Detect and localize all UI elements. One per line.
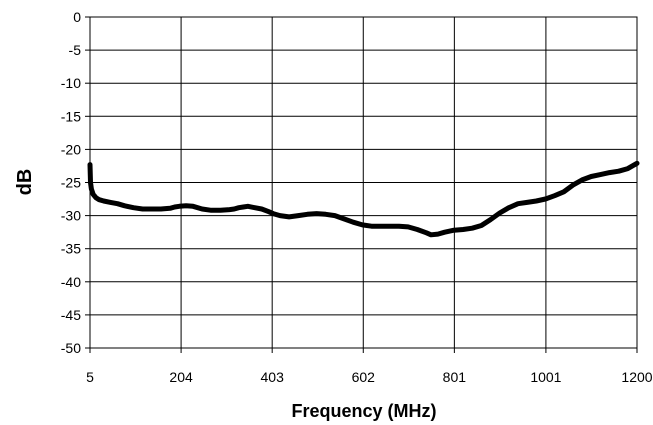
x-tick-label: 403	[261, 369, 285, 385]
y-tick-label: -25	[61, 175, 81, 191]
series-layer	[87, 160, 640, 238]
x-axis-title: Frequency (MHz)	[291, 401, 436, 421]
x-tick-label: 801	[443, 369, 467, 385]
y-tick-label: -35	[61, 241, 81, 257]
x-tick-label: 204	[169, 369, 193, 385]
y-tick-label: -50	[61, 340, 81, 356]
x-tick-labels: 5 204 403 602 801 1001 1200	[86, 369, 653, 385]
y-tick-label: -15	[61, 108, 81, 124]
x-tick-label: 5	[86, 369, 94, 385]
grid-lines	[85, 16, 638, 353]
y-tick-label: 0	[73, 9, 81, 25]
y-tick-label: -5	[69, 42, 82, 58]
x-tick-label: 1001	[530, 369, 561, 385]
y-axis-title: dB	[14, 169, 36, 196]
x-tick-label: 602	[352, 369, 376, 385]
y-tick-label: -45	[61, 307, 81, 323]
y-tick-label: -10	[61, 75, 81, 91]
series-line	[87, 160, 640, 238]
y-tick-label: -30	[61, 208, 81, 224]
y-tick-label: -20	[61, 141, 81, 157]
y-tick-labels: 0 -5 -10 -15 -20 -25 -30 -35 -40 -45 -50	[61, 9, 81, 356]
y-tick-label: -40	[61, 274, 81, 290]
x-tick-label: 1200	[621, 369, 652, 385]
